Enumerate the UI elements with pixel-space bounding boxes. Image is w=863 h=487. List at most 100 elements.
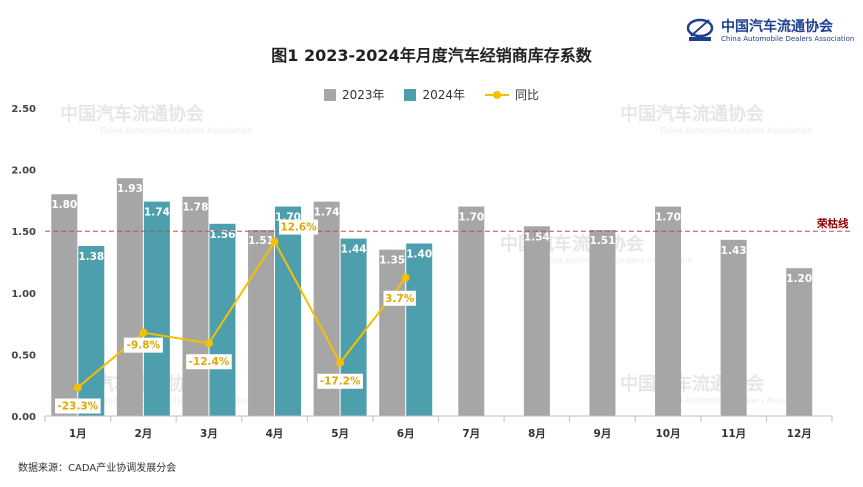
legend-item-yoy: 同比 xyxy=(485,86,539,103)
bar-2023 xyxy=(523,226,550,416)
bar-label-2023: 1.70 xyxy=(655,212,681,224)
watermark-subtext: China Automobile Dealers Association xyxy=(660,126,812,135)
reference-line-label: 荣枯线 xyxy=(816,217,849,230)
bar-label-2024: 1.38 xyxy=(78,251,104,263)
yoy-point xyxy=(270,237,279,246)
watermark-text: 中国汽车流通协会 xyxy=(60,103,204,125)
bar-2023 xyxy=(720,239,747,416)
bar-label-2023: 1.80 xyxy=(51,199,77,211)
legend-item-2024: 2024年 xyxy=(404,86,465,103)
x-axis: 1月 2月 3月 4月 5月 6月 7月 8月 9月 10月 11月 12月 xyxy=(44,415,833,440)
bar-2024 xyxy=(209,223,236,416)
data-source-note: 数据来源：CADA产业协调发展分会 xyxy=(18,463,177,474)
watermark-subtext: China Automobile Dealers Association xyxy=(100,126,252,135)
y-tick-label: 0.50 xyxy=(11,350,36,361)
legend-item-2023: 2023年 xyxy=(323,86,385,103)
bar-2024 xyxy=(143,201,170,416)
legend-swatch-2023 xyxy=(323,88,336,101)
bar-label-2023: 1.51 xyxy=(248,235,274,247)
bar-2023 xyxy=(458,206,485,416)
bar-2024 xyxy=(275,206,302,416)
yoy-point xyxy=(336,358,345,367)
bar-label-2023: 1.74 xyxy=(314,207,340,219)
cada-logo: 中国汽车流通协会 China Automobile Dealers Associ… xyxy=(685,14,854,48)
bar-label-2023: 1.93 xyxy=(117,183,143,195)
yoy-label-bg xyxy=(279,219,319,235)
x-tick-label: 7月 xyxy=(462,428,480,440)
legend-label-2023: 2023年 xyxy=(341,88,385,102)
yoy-point xyxy=(401,273,410,282)
logo-name-en: China Automobile Dealers Association xyxy=(721,35,855,43)
bar-label-2023: 1.35 xyxy=(379,255,405,267)
bar-label-2023: 1.70 xyxy=(458,212,484,224)
watermark-text: 中国汽车流通协会 xyxy=(500,233,644,255)
legend-label-2024: 2024年 xyxy=(422,88,466,102)
legend-label-yoy: 同比 xyxy=(515,88,540,102)
yoy-point xyxy=(204,339,213,348)
y-tick-label: 1.00 xyxy=(11,289,36,300)
watermark-text: 中国汽车流通协会 xyxy=(620,103,764,125)
yoy-data-label: -9.8% xyxy=(127,340,161,352)
x-tick-label: 8月 xyxy=(528,428,546,440)
logo-name-cn: 中国汽车流通协会 xyxy=(721,19,833,35)
y-axis: 0.00 0.50 1.00 1.50 2.00 2.50 xyxy=(11,104,36,423)
bar-label-2023: 1.78 xyxy=(182,202,208,214)
x-tick-label: 3月 xyxy=(200,428,218,440)
bar-2023 xyxy=(589,229,616,416)
bar-2023 xyxy=(116,178,143,416)
x-tick-label: 2月 xyxy=(134,428,152,440)
bars-layer: 1.801.381.931.74 1.781.561.511.70 1.741.44… xyxy=(51,178,813,416)
watermark-subtext: China Automobile Dealers Association xyxy=(100,396,252,405)
y-tick-label: 2.50 xyxy=(11,104,36,115)
x-tick-label: 5月 xyxy=(331,428,349,440)
x-tick-label: 10月 xyxy=(655,428,680,440)
yoy-data-label: -17.2% xyxy=(320,376,361,388)
yoy-data-label: 12.6% xyxy=(280,222,317,234)
yoy-label-bg xyxy=(54,398,101,414)
y-tick-label: 1.50 xyxy=(11,227,36,238)
bar-2023 xyxy=(182,196,209,416)
bar-label-2024: 1.40 xyxy=(406,249,432,261)
bar-2023 xyxy=(51,194,78,416)
yoy-label-bg xyxy=(123,337,163,353)
legend-swatch-2024 xyxy=(404,88,417,101)
yoy-label-bg xyxy=(383,290,416,306)
bar-2023 xyxy=(655,206,682,416)
chart-title: 图1 2023-2024年月度汽车经销商库存系数 xyxy=(271,46,592,65)
watermark-subtext: China Automobile Dealers Association xyxy=(540,256,692,265)
bar-label-2023: 1.20 xyxy=(786,273,812,285)
x-tick-label: 11月 xyxy=(721,428,746,440)
bar-label-2023: 1.51 xyxy=(589,235,615,247)
bar-2024 xyxy=(406,243,433,416)
y-tick-label: 2.00 xyxy=(11,166,36,177)
x-tick-label: 6月 xyxy=(397,428,415,440)
yoy-label-bg xyxy=(317,373,363,389)
yoy-point xyxy=(139,328,148,337)
legend-swatch-yoy xyxy=(485,89,510,101)
bar-label-2024: 1.74 xyxy=(144,207,170,219)
yoy-point xyxy=(73,383,82,392)
reference-line-layer: 荣枯线 xyxy=(45,217,852,232)
x-tick-label: 9月 xyxy=(594,428,612,440)
bar-label-2023: 1.54 xyxy=(524,231,550,243)
yoy-data-label: 3.7% xyxy=(385,293,415,305)
x-tick-label: 4月 xyxy=(266,428,284,440)
bar-2024 xyxy=(78,245,105,416)
yoy-label-bg xyxy=(186,354,232,370)
bar-2023 xyxy=(379,249,406,416)
chart-legend: 2023年 2024年 同比 xyxy=(0,86,863,103)
x-tick-label: 1月 xyxy=(69,428,87,440)
bar-2023 xyxy=(248,229,275,416)
bar-label-2024: 1.44 xyxy=(341,244,367,256)
yoy-line-layer: -23.3% -9.8% -12.4% 12.6% -17.2% 3.7% xyxy=(54,219,416,414)
bar-2023 xyxy=(786,268,813,416)
y-tick-label: 0.00 xyxy=(11,412,36,423)
yoy-data-label: -12.4% xyxy=(189,356,230,368)
bar-label-2024: 1.56 xyxy=(209,229,235,241)
bar-2024 xyxy=(340,238,367,416)
bar-label-2023: 1.43 xyxy=(721,245,747,257)
yoy-data-label: -23.3% xyxy=(57,401,98,413)
